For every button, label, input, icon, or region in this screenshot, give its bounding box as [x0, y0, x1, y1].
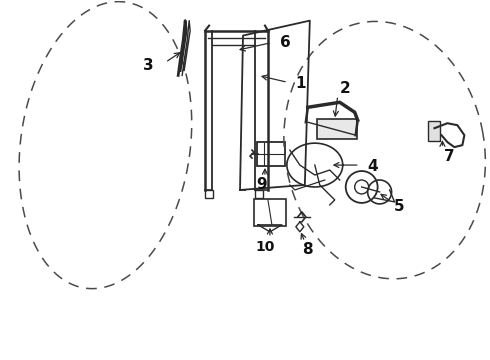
FancyBboxPatch shape — [257, 142, 285, 166]
Text: 4: 4 — [368, 158, 378, 174]
FancyBboxPatch shape — [317, 119, 357, 139]
Text: 8: 8 — [302, 242, 313, 257]
Text: 7: 7 — [444, 149, 455, 163]
Text: 10: 10 — [255, 240, 274, 254]
Text: 9: 9 — [257, 177, 267, 193]
Text: 6: 6 — [280, 35, 291, 50]
Text: 3: 3 — [143, 58, 153, 73]
Bar — [255, 190, 263, 198]
Text: 2: 2 — [340, 81, 350, 96]
Text: 1: 1 — [295, 76, 305, 91]
Bar — [205, 190, 213, 198]
Text: 5: 5 — [394, 199, 405, 215]
FancyBboxPatch shape — [254, 199, 286, 226]
FancyBboxPatch shape — [428, 121, 441, 141]
